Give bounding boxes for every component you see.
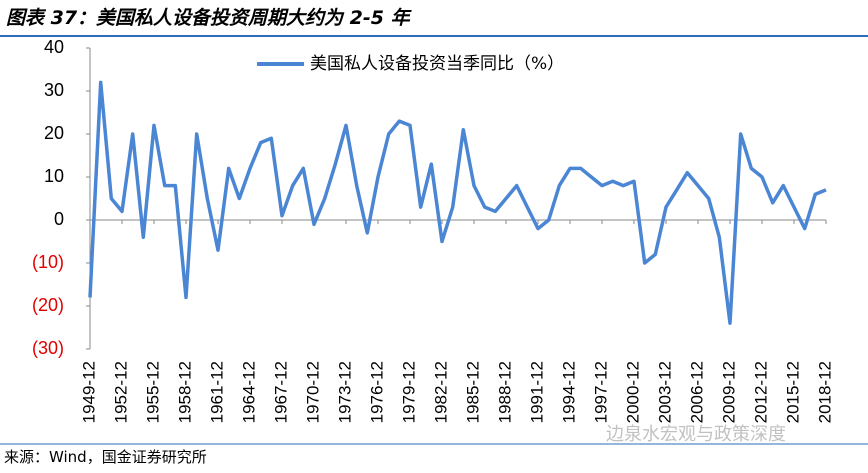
x-tick-label: 1982-12 xyxy=(431,361,450,423)
x-tick-label: 2006-12 xyxy=(687,361,706,423)
y-tick-label: 40 xyxy=(44,37,64,57)
data-line xyxy=(88,80,827,325)
x-tick-label: 1976-12 xyxy=(367,361,386,423)
x-tick-label: 2018-12 xyxy=(815,361,834,423)
x-tick-label: 1997-12 xyxy=(591,361,610,423)
x-tick-label: 2015-12 xyxy=(783,361,802,423)
x-tick-label: 2000-12 xyxy=(623,361,642,423)
y-tick-label: (30) xyxy=(32,338,64,358)
x-tick-label: 1991-12 xyxy=(527,361,546,423)
y-tick-label: 20 xyxy=(44,123,64,143)
chart-title: 图表 37：美国私人设备投资周期大约为 2-5 年 xyxy=(6,7,413,29)
y-tick-label: 10 xyxy=(44,166,64,186)
x-tick-label: 1961-12 xyxy=(207,361,226,423)
x-tick-label: 1964-12 xyxy=(239,361,258,423)
source: 来源：Wind，国金证券研究所 xyxy=(4,448,207,466)
x-tick-label: 1979-12 xyxy=(399,361,418,423)
y-tick-label: 0 xyxy=(54,209,64,229)
x-tick-label: 1958-12 xyxy=(175,361,194,423)
watermark: 边泉水宏观与政策深度 xyxy=(606,424,786,445)
x-tick-label: 1973-12 xyxy=(335,361,354,423)
y-tick-label: 30 xyxy=(44,80,64,100)
x-tick-label: 1994-12 xyxy=(559,361,578,423)
y-tick-label: (20) xyxy=(32,295,64,315)
y-tick-label: (10) xyxy=(32,252,64,272)
x-tick-label: 2009-12 xyxy=(719,361,738,423)
legend-label: 美国私人设备投资当季同比（%） xyxy=(310,54,564,74)
x-tick-label: 2012-12 xyxy=(751,361,770,423)
x-tick-label: 1970-12 xyxy=(303,361,322,423)
x-tick-label: 1952-12 xyxy=(111,361,130,423)
x-tick-label: 1955-12 xyxy=(143,361,162,423)
x-tick-label: 2003-12 xyxy=(655,361,674,423)
x-tick-label: 1988-12 xyxy=(495,361,514,423)
x-tick-label: 1949-12 xyxy=(79,361,98,423)
x-tick-label: 1985-12 xyxy=(463,361,482,423)
x-tick-label: 1967-12 xyxy=(271,361,290,423)
